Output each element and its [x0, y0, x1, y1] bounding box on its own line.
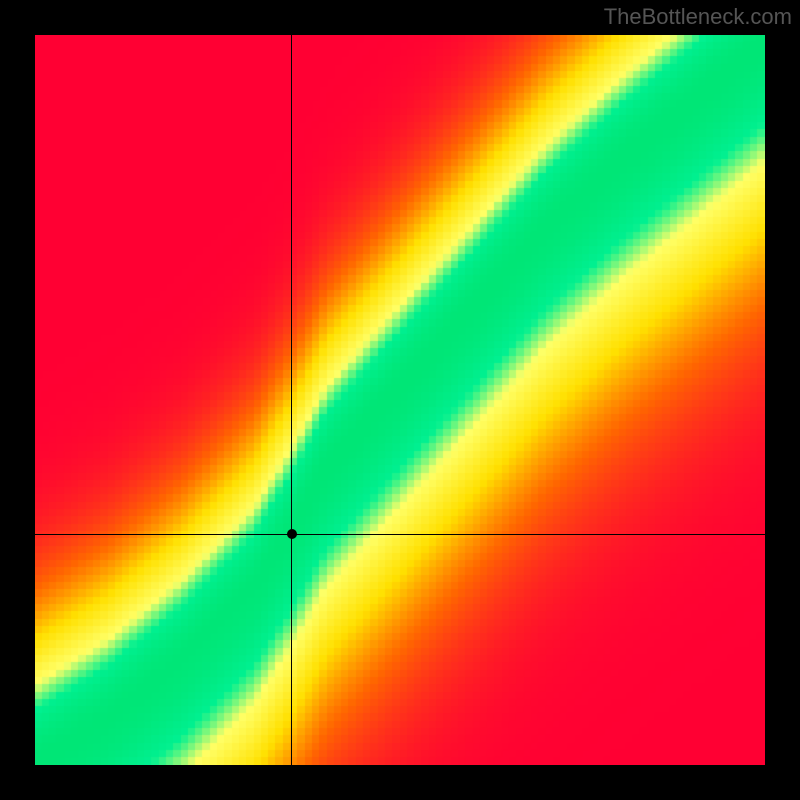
- bottleneck-heatmap: [35, 35, 765, 765]
- chart-container: TheBottleneck.com: [0, 0, 800, 800]
- watermark-text: TheBottleneck.com: [604, 4, 792, 30]
